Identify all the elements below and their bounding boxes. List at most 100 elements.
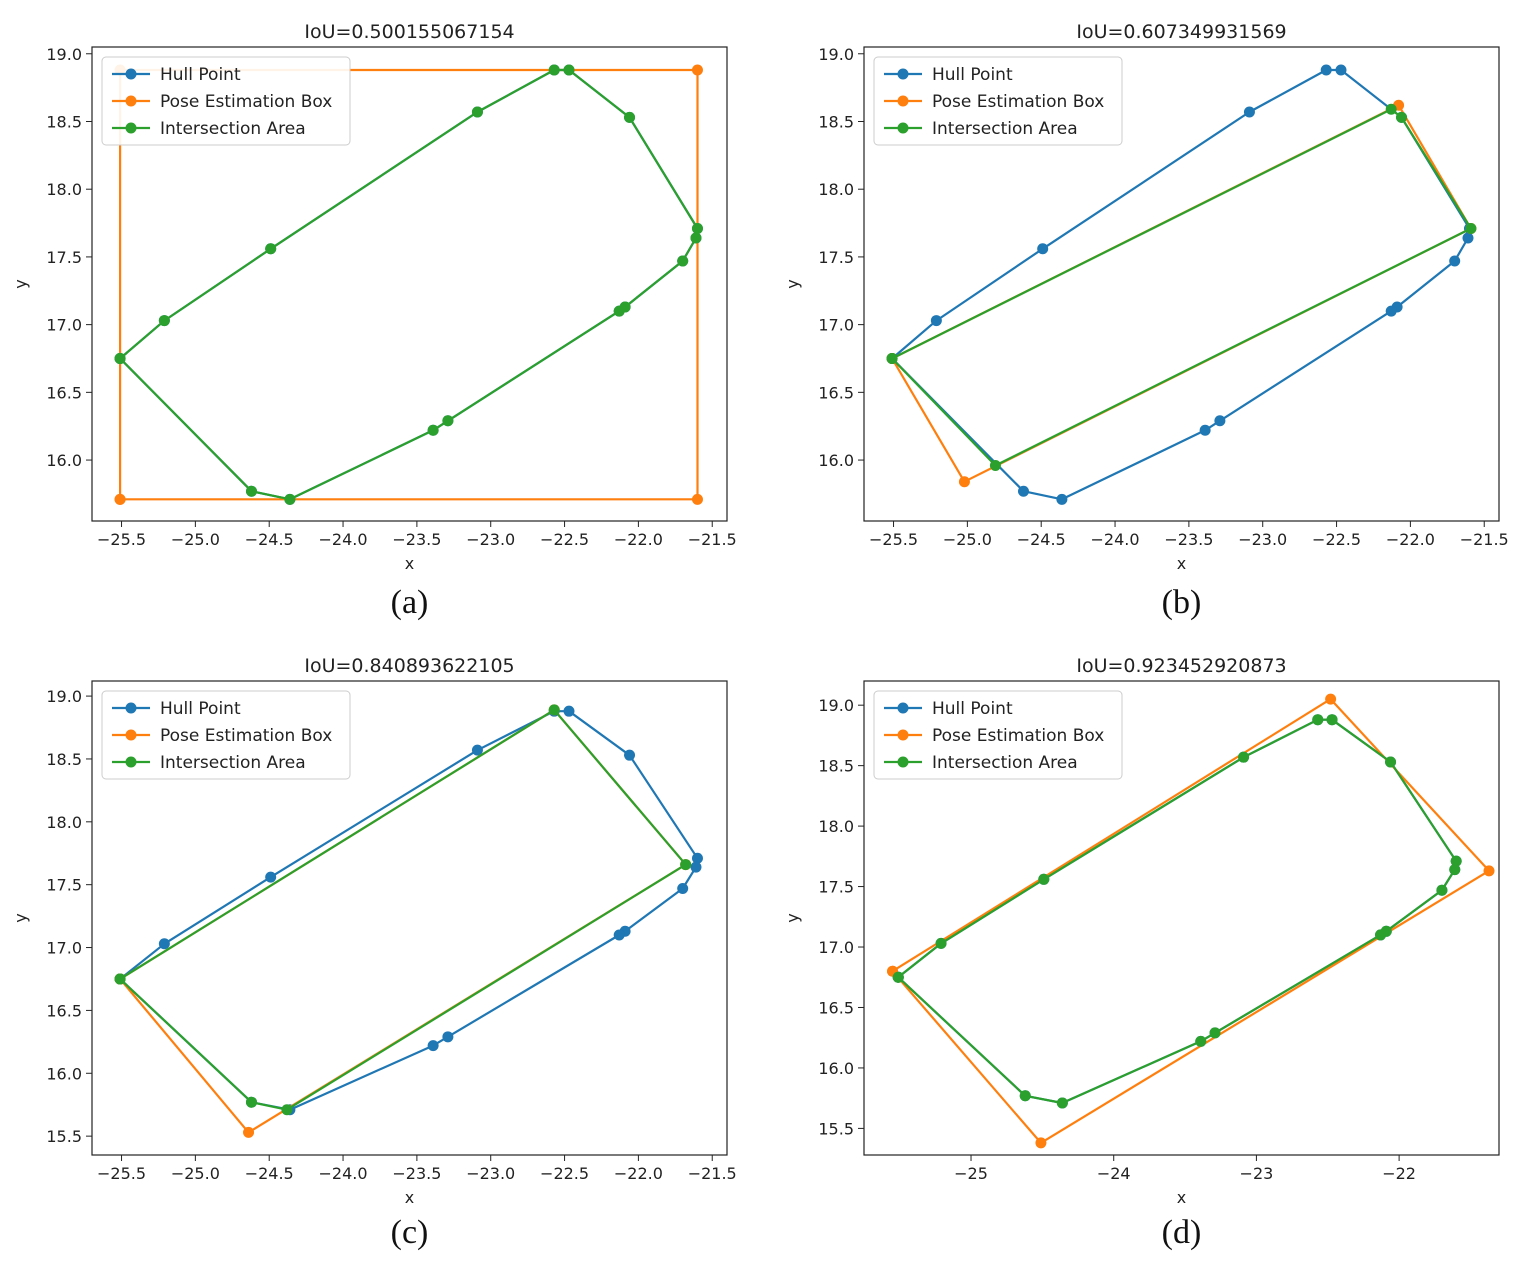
data-point-intersection-area: [1195, 1035, 1207, 1047]
legend-label: Hull Point: [160, 65, 241, 85]
data-point-intersection-area: [613, 305, 625, 317]
y-tick-label: 18.0: [818, 817, 854, 836]
x-tick-label: −21.5: [688, 530, 737, 549]
legend-marker: [897, 122, 909, 134]
x-tick-label: −24.0: [319, 1164, 368, 1183]
x-tick-label: −21.5: [1460, 530, 1509, 549]
data-point-intersection-area: [1056, 1097, 1068, 1109]
x-tick-label: −22.0: [1386, 530, 1435, 549]
series-line-intersection-area: [891, 108, 1473, 467]
data-point-intersection-area: [1436, 884, 1448, 896]
chart-panel-d: IoU=0.923452920873 −25 −24 −23 −22 15.5 16.0 16…: [783, 655, 1500, 1251]
data-point-intersection-area: [1385, 103, 1397, 115]
legend-label: Intersection Area: [932, 753, 1078, 773]
data-point-intersection-area: [427, 424, 439, 436]
panel-caption: (c): [391, 1214, 429, 1251]
data-point-intersection-area: [114, 973, 126, 985]
legend-box: [873, 690, 1123, 780]
y-tick-label: 18.5: [46, 112, 82, 131]
y-axis-label: y: [11, 913, 30, 922]
legend-marker: [125, 756, 137, 768]
y-tick-label: 19.0: [818, 45, 854, 64]
legend: Hull Point Pose Estimation Box Intersectio…: [873, 56, 1123, 146]
x-axis-label: x: [405, 1188, 414, 1207]
legend: Hull Point Pose Estimation Box Intersectio…: [101, 56, 351, 146]
data-point-hull-point: [471, 744, 483, 756]
y-tick-label: 17.0: [818, 938, 854, 957]
data-point-hull-point: [677, 882, 689, 894]
x-tick-label: −24.5: [245, 530, 294, 549]
y-tick-label: 16.0: [46, 1064, 82, 1083]
data-point-pose-estimation-box: [1325, 693, 1337, 705]
data-point-intersection-area: [284, 493, 296, 505]
legend-marker: [125, 702, 137, 714]
data-point-intersection-area: [1449, 864, 1461, 876]
data-point-intersection-area: [677, 255, 689, 267]
data-point-pose-estimation-box: [691, 493, 703, 505]
data-point-intersection-area: [1209, 1027, 1221, 1039]
y-tick-label: 17.5: [46, 248, 82, 267]
x-axis-label: x: [1177, 1188, 1186, 1207]
data-point-intersection-area: [1038, 873, 1050, 885]
x-tick-label: −24.0: [319, 530, 368, 549]
data-point-intersection-area: [471, 106, 483, 118]
legend-label: Pose Estimation Box: [160, 726, 332, 746]
y-tick-label: 15.5: [818, 1119, 854, 1138]
data-point-intersection-area: [1238, 751, 1250, 763]
data-point-hull-point: [563, 705, 575, 717]
data-point-hull-point: [1017, 485, 1029, 497]
legend-marker: [897, 756, 909, 768]
y-tick-label: 16.5: [46, 383, 82, 402]
y-tick-label: 17.5: [818, 878, 854, 897]
legend-box: [873, 56, 1123, 146]
x-tick-label: −25.5: [869, 530, 918, 549]
y-tick-label: 17.5: [818, 248, 854, 267]
x-tick-label: −23.5: [392, 530, 441, 549]
data-point-intersection-area: [989, 459, 1001, 471]
data-point-intersection-area: [245, 1096, 257, 1108]
chart-panel-b: IoU=0.607349931569 −25.5 −25.0 −24.5 −24.0 −2…: [783, 21, 1509, 621]
data-point-intersection-area: [680, 859, 692, 871]
data-point-intersection-area: [1465, 222, 1477, 234]
y-tick-label: 16.0: [818, 1059, 854, 1078]
data-point-intersection-area: [886, 352, 898, 364]
x-axis-label: x: [405, 554, 414, 573]
data-point-hull-point: [691, 852, 703, 864]
x-tick-label: −23.5: [1164, 530, 1213, 549]
x-tick-label: −21.5: [688, 1164, 737, 1183]
data-point-hull-point: [1199, 424, 1211, 436]
data-point-intersection-area: [1375, 929, 1387, 941]
y-tick-label: 16.5: [46, 1001, 82, 1020]
y-tick-label: 18.0: [818, 180, 854, 199]
legend: Hull Point Pose Estimation Box Intersectio…: [101, 690, 351, 780]
y-tick-label: 16.5: [818, 383, 854, 402]
series-line-intersection-area: [119, 708, 687, 1111]
x-tick-label: −25: [954, 1164, 988, 1183]
legend-marker: [897, 95, 909, 107]
y-tick-label: 18.0: [46, 813, 82, 832]
x-tick-label: −22.5: [540, 530, 589, 549]
data-point-hull-point: [1320, 64, 1332, 76]
x-tick-label: −22.5: [1312, 530, 1361, 549]
x-tick-label: −25.0: [171, 1164, 220, 1183]
data-point-hull-point: [930, 315, 942, 327]
y-tick-label: 16.0: [818, 451, 854, 470]
data-point-intersection-area: [1396, 111, 1408, 123]
legend-label: Hull Point: [160, 699, 241, 719]
legend-label: Pose Estimation Box: [932, 92, 1104, 112]
y-tick-label: 18.0: [46, 180, 82, 199]
y-tick-label: 16.0: [46, 451, 82, 470]
y-tick-label: 17.5: [46, 876, 82, 895]
x-axis-label: x: [1177, 554, 1186, 573]
legend-marker: [125, 68, 137, 80]
legend-label: Hull Point: [932, 65, 1013, 85]
data-point-hull-point: [427, 1040, 439, 1052]
panel-caption: (d): [1162, 1214, 1202, 1251]
x-tick-label: −22.5: [540, 1164, 589, 1183]
y-tick-label: 16.5: [818, 998, 854, 1017]
data-point-hull-point: [1214, 415, 1226, 427]
data-point-hull-point: [1462, 232, 1474, 244]
data-point-intersection-area: [114, 352, 126, 364]
